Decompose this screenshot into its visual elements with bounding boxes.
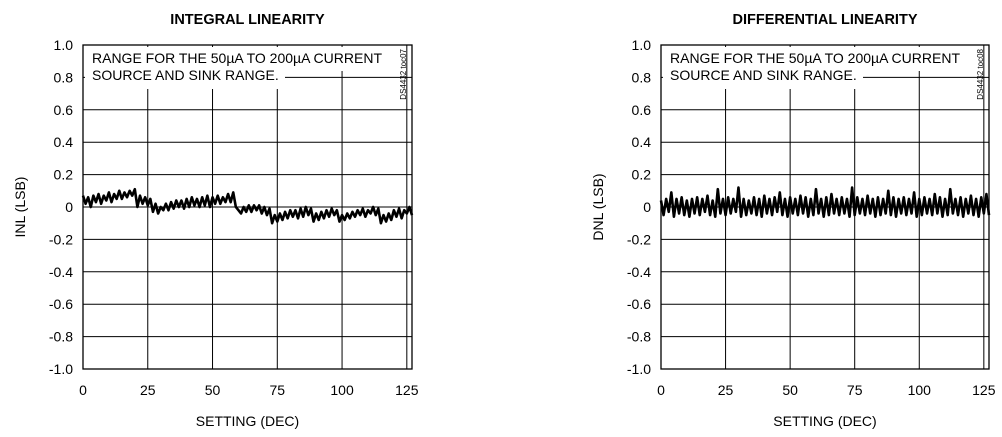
y-tick-label: 1.0 — [54, 37, 74, 53]
x-axis-label: SETTING (DEC) — [773, 413, 876, 429]
x-tick-label: 125 — [972, 382, 996, 398]
y-tick-label: -0.8 — [627, 329, 651, 345]
annotation-line: SOURCE AND SINK RANGE. — [92, 67, 279, 83]
y-tick-label: -0.8 — [49, 329, 73, 345]
x-tick-label: 50 — [205, 382, 221, 398]
annotation-backing — [863, 47, 965, 71]
y-tick-label: 0.4 — [632, 134, 652, 150]
annotation-line: RANGE FOR THE 50µA TO 200µA CURRENT — [92, 50, 382, 66]
y-tick-label: -1.0 — [49, 361, 73, 377]
annotation-line: SOURCE AND SINK RANGE. — [670, 67, 857, 83]
y-tick-label: 0.8 — [632, 69, 652, 85]
annotation-line: RANGE FOR THE 50µA TO 200µA CURRENT — [670, 50, 960, 66]
y-tick-label: -1.0 — [627, 361, 651, 377]
y-tick-label: 1.0 — [632, 37, 652, 53]
annotation-backing — [285, 47, 387, 71]
y-tick-label: 0 — [65, 199, 73, 215]
x-tick-label: 25 — [140, 382, 156, 398]
y-tick-label: -0.6 — [627, 296, 651, 312]
chart-panel-1: INTEGRAL LINEARITY RANGE FOR THE 50µA TO … — [12, 12, 419, 429]
y-tick-label: 0.2 — [632, 167, 652, 183]
figure-code: DS4432 toc08 — [976, 48, 985, 99]
chart-title: DIFFERENTIAL LINEARITY — [732, 12, 917, 28]
figure-code: DS4432 toc07 — [399, 48, 408, 99]
x-axis-label: SETTING (DEC) — [196, 413, 299, 429]
y-tick-label: 0.6 — [54, 102, 74, 118]
x-tick-label: 0 — [657, 382, 665, 398]
x-tick-label: 100 — [330, 382, 354, 398]
y-tick-label: -0.2 — [49, 231, 73, 247]
annotation-backing — [663, 47, 863, 89]
y-tick-label: 0.4 — [54, 134, 74, 150]
x-tick-label: 50 — [782, 382, 798, 398]
x-tick-label: 75 — [270, 382, 286, 398]
annotation-backing — [85, 47, 285, 89]
x-tick-label: 100 — [908, 382, 932, 398]
y-tick-label: -0.4 — [627, 264, 651, 280]
chart-panel-2: DIFFERENTIAL LINEARITY RANGE FOR THE 50µA… — [590, 12, 996, 429]
chart-title: INTEGRAL LINEARITY — [170, 12, 325, 28]
x-tick-label: 125 — [395, 382, 419, 398]
x-tick-label: 75 — [847, 382, 863, 398]
y-tick-label: -0.6 — [49, 296, 73, 312]
series-line — [81, 187, 414, 225]
y-tick-label: 0.8 — [54, 69, 74, 85]
x-tick-label: 0 — [79, 382, 87, 398]
y-tick-label: 0.2 — [54, 167, 74, 183]
y-tick-label: 0 — [643, 199, 651, 215]
series-line — [659, 186, 991, 219]
y-axis-label: DNL (LSB) — [590, 173, 606, 240]
x-tick-label: 25 — [718, 382, 734, 398]
y-tick-label: 0.6 — [632, 102, 652, 118]
y-tick-label: -0.4 — [49, 264, 73, 280]
y-axis-label: INL (LSB) — [12, 177, 28, 238]
plot-frame — [82, 44, 413, 370]
y-tick-label: -0.2 — [627, 231, 651, 247]
